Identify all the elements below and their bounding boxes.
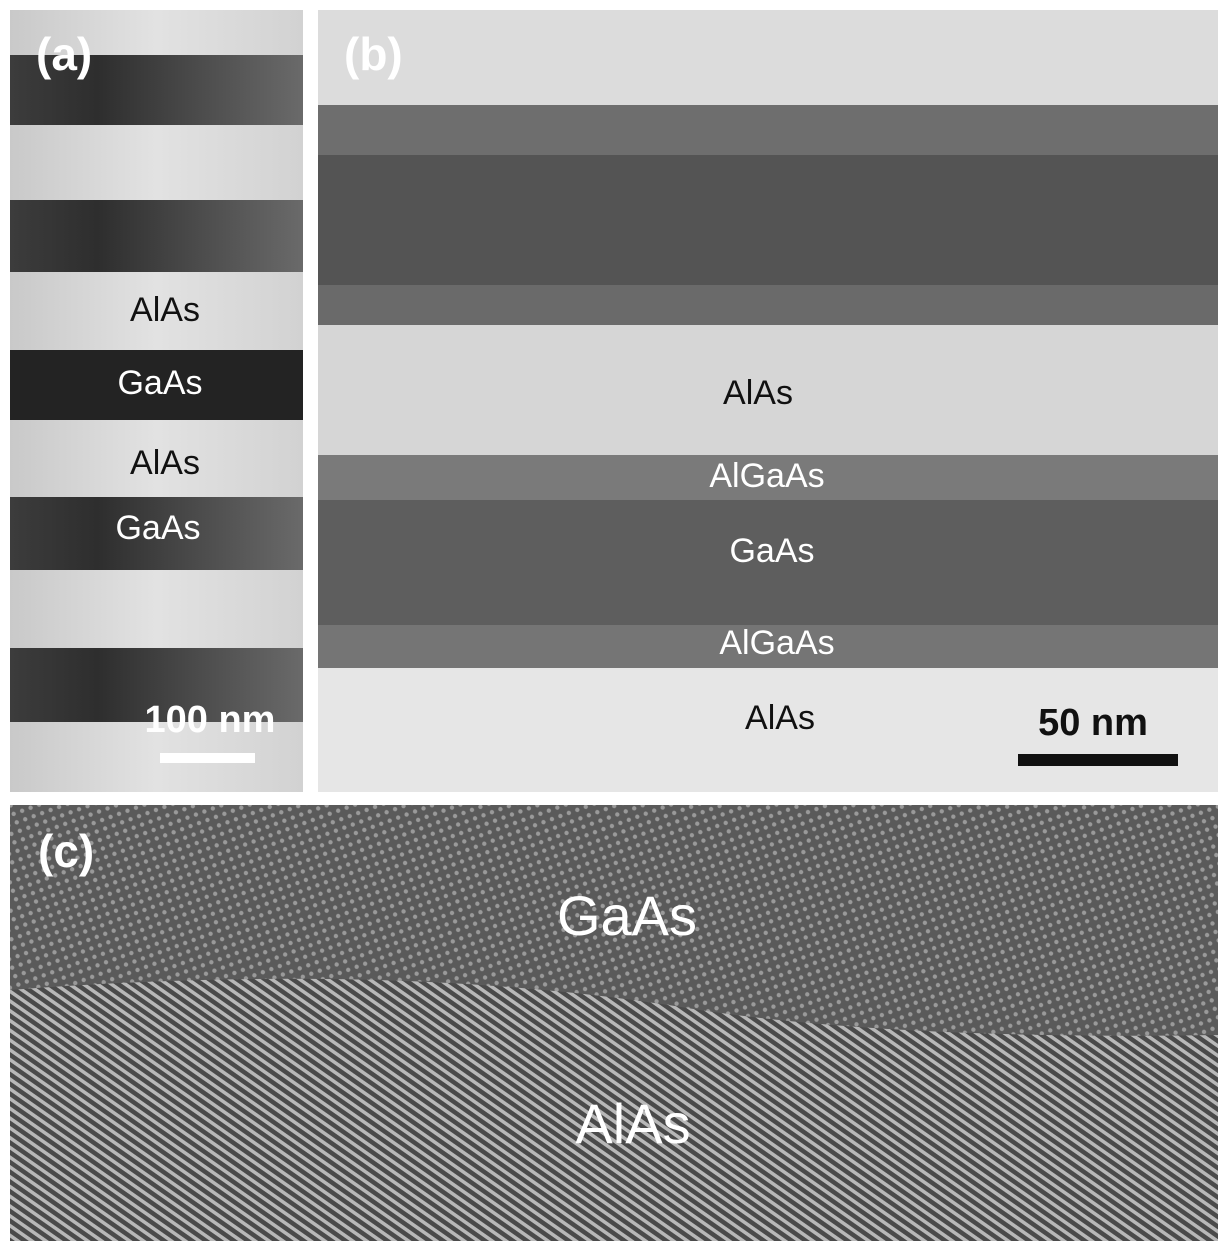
layer-label: AlAs — [723, 374, 793, 412]
figure: (a) AlAs GaAs AlAs GaAs 100 nm (b) AlAs … — [0, 0, 1218, 1241]
panel-label: (b) — [344, 28, 403, 80]
layer-label: AlGaAs — [709, 457, 824, 495]
layer-label: AlAs — [575, 1092, 690, 1155]
layer-label: AlGaAs — [719, 624, 834, 662]
scale-bar-label: 50 nm — [1038, 702, 1148, 744]
layer-label: AlAs — [745, 699, 815, 737]
layer-label: AlAs — [130, 444, 200, 482]
panel-label: (a) — [36, 28, 92, 80]
panel-c: (c) GaAs AlAs — [10, 805, 1218, 1241]
layer-label: GaAs — [729, 532, 814, 570]
panel-b: (b) AlAs AlGaAs GaAs AlGaAs AlAs 50 nm — [318, 10, 1218, 792]
panel-label: (c) — [38, 825, 94, 877]
layer-label: GaAs — [557, 884, 697, 947]
layer-label: GaAs — [117, 364, 202, 402]
layer-label: GaAs — [115, 509, 200, 547]
panel-a: (a) AlAs GaAs AlAs GaAs 100 nm — [10, 10, 303, 792]
layer-label: AlAs — [130, 291, 200, 329]
scale-bar — [160, 753, 255, 763]
scale-bar — [1018, 754, 1178, 766]
scale-bar-label: 100 nm — [145, 699, 276, 741]
